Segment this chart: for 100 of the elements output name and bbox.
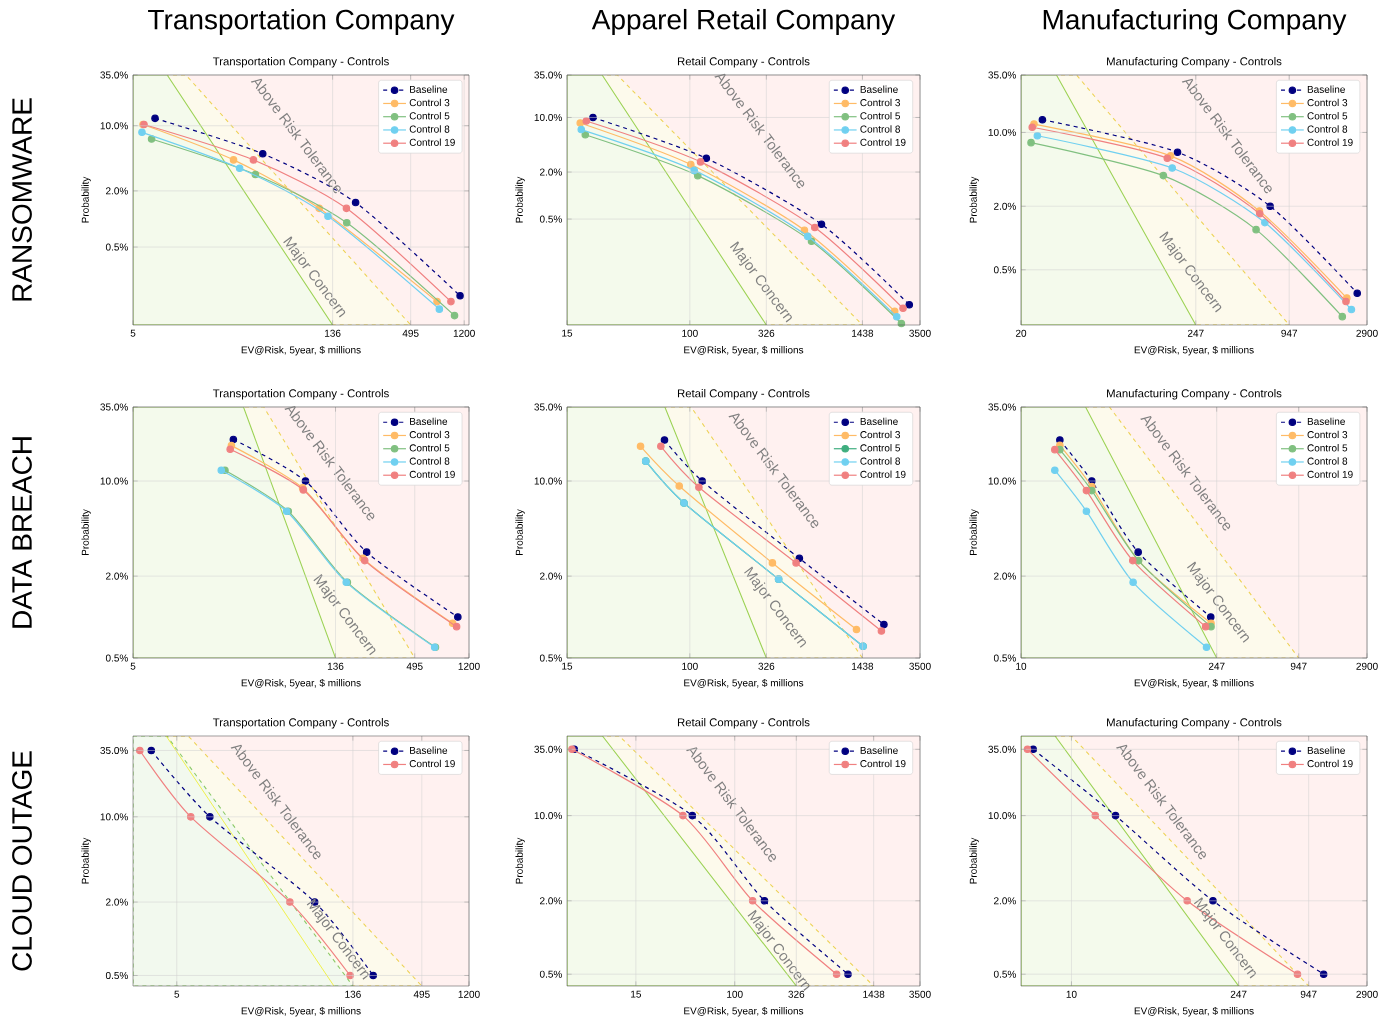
x-tick-label: 1438 xyxy=(852,329,874,337)
legend-label: Control 8 xyxy=(860,125,901,133)
x-tick-label: 1200 xyxy=(458,662,480,670)
y-tick-label: 2.0% xyxy=(106,187,128,195)
legend-label: Control 3 xyxy=(860,98,901,107)
y-axis-title: Probability xyxy=(969,837,979,884)
x-axis-title: EV@Risk, 5year, $ millions xyxy=(684,678,804,689)
y-tick-label: 10.0% xyxy=(100,477,128,485)
y-tick-label: 0.5% xyxy=(105,971,128,980)
legend-label: Baseline xyxy=(1307,746,1345,754)
y-tick-label: 2.0% xyxy=(540,168,562,176)
legend-label: Control 5 xyxy=(1307,444,1348,452)
chart-title: Manufacturing Company - Controls xyxy=(1107,389,1282,400)
chart-subtitle: Retail Company - Controls xyxy=(677,57,810,68)
y-tick-label: 10.0% xyxy=(534,477,562,485)
x-tick-label: 1438 xyxy=(852,662,874,670)
x-axis-title: EV@Risk, 5year, $ millions xyxy=(1134,678,1254,689)
x-tick-label: 5 xyxy=(130,329,136,337)
y-tick-label: 0.5% xyxy=(539,654,562,662)
y-axis-title: Probability xyxy=(81,176,91,223)
chart-title: Retail Company - Controls xyxy=(677,389,810,400)
x-tick-label: 20 xyxy=(1015,329,1027,337)
y-tick-label: 10.0% xyxy=(534,113,562,122)
chart-title: Retail Company - Controls xyxy=(677,718,810,729)
x-tick-label: 3500 xyxy=(909,990,931,998)
legend-label: Control 8 xyxy=(409,125,450,133)
x-tick-label: 947 xyxy=(1281,329,1298,337)
chart-title: Apparel Retail Company xyxy=(591,8,896,36)
y-axis-title: Probability xyxy=(515,176,525,223)
y-axis-title: Probability xyxy=(969,176,979,223)
y-tick-label: 0.5% xyxy=(993,970,1016,978)
x-tick-label: 100 xyxy=(682,662,698,670)
x-tick-label: 2900 xyxy=(1356,662,1378,670)
chart-subtitle: Transportation Company - Controls xyxy=(212,57,389,68)
text: CLOUD OUTAGE xyxy=(12,751,32,971)
x-tick-label: 5 xyxy=(130,662,136,670)
x-tick-label: 495 xyxy=(402,329,419,337)
x-tick-label: 100 xyxy=(727,990,743,998)
y-tick-label: 35.0% xyxy=(988,71,1016,79)
legend-label: Control 19 xyxy=(1307,138,1353,146)
x-tick-label: 495 xyxy=(413,990,430,998)
x-tick-label: 1200 xyxy=(458,990,480,998)
x-tick-label: 1438 xyxy=(863,990,885,998)
y-tick-label: 2.0% xyxy=(994,572,1016,580)
x-axis-title: EV@Risk, 5year, $ millions xyxy=(1134,1006,1254,1017)
y-tick-label: 35.0% xyxy=(534,403,562,411)
x-tick-label: 15 xyxy=(562,662,573,670)
y-tick-label: 2.0% xyxy=(106,898,128,906)
legend-label: Baseline xyxy=(410,417,448,425)
legend-label: Control 5 xyxy=(860,112,901,120)
y-tick-label: 10.0% xyxy=(534,812,562,820)
y-tick-label: 35.0% xyxy=(988,745,1016,753)
y-tick-label: 2.0% xyxy=(540,897,562,905)
x-tick-label: 10 xyxy=(1066,990,1077,998)
x-tick-label: 326 xyxy=(788,990,805,998)
x-tick-label: 247 xyxy=(1187,329,1204,337)
y-tick-label: 35.0% xyxy=(988,403,1016,411)
legend-label: Control 19 xyxy=(409,759,455,768)
chart-title: Transportation Company - Controls xyxy=(212,718,389,729)
x-tick-label: 3500 xyxy=(909,662,931,670)
legend-label: Baseline xyxy=(860,746,898,754)
x-tick-label: 5 xyxy=(174,990,180,998)
x-tick-label: 136 xyxy=(327,662,344,670)
legend-label: Control 19 xyxy=(860,138,906,146)
legend-label: Control 19 xyxy=(860,470,906,478)
x-axis-title: EV@Risk, 5year, $ millions xyxy=(684,1006,804,1017)
y-tick-label: 0.5% xyxy=(539,970,562,978)
x-tick-label: 15 xyxy=(631,990,642,998)
y-tick-label: 0.5% xyxy=(539,215,562,223)
y-tick-label: 10.0% xyxy=(988,812,1016,820)
y-axis-title: Probability xyxy=(515,837,525,884)
y-tick-label: 0.5% xyxy=(105,243,128,251)
y-tick-label: 0.5% xyxy=(993,654,1016,662)
legend-label: Control 8 xyxy=(860,457,901,465)
y-tick-label: 0.5% xyxy=(993,266,1016,274)
y-tick-label: 35.0% xyxy=(534,71,562,79)
legend-label: Control 5 xyxy=(1307,112,1348,120)
chart-title: Transportation Company xyxy=(148,8,455,36)
legend-label: Baseline xyxy=(1307,85,1345,93)
y-axis-title: Probability xyxy=(81,837,91,884)
y-tick-label: 35.0% xyxy=(100,403,128,411)
legend-label: Control 19 xyxy=(860,759,906,768)
legend-label: Control 8 xyxy=(1307,125,1348,133)
legend-label: Control 3 xyxy=(1307,430,1348,439)
x-tick-label: 15 xyxy=(562,329,573,337)
legend-label: Control 5 xyxy=(409,444,450,452)
x-axis-title: EV@Risk, 5year, $ millions xyxy=(241,345,361,356)
x-tick-label: 947 xyxy=(1300,990,1317,998)
x-axis-title: EV@Risk, 5year, $ millions xyxy=(684,345,804,356)
x-tick-label: 247 xyxy=(1230,990,1247,998)
legend-label: Control 3 xyxy=(409,98,450,107)
x-tick-label: 326 xyxy=(758,662,775,670)
y-tick-label: 10.0% xyxy=(100,813,128,821)
y-tick-label: 2.0% xyxy=(540,572,562,580)
x-tick-label: 136 xyxy=(325,329,341,337)
chart-title: Manufacturing Company xyxy=(1043,8,1347,36)
legend-label: Control 3 xyxy=(409,430,450,439)
x-tick-label: 136 xyxy=(345,990,361,998)
legend-label: Control 5 xyxy=(409,112,450,120)
y-tick-label: 10.0% xyxy=(988,477,1016,485)
